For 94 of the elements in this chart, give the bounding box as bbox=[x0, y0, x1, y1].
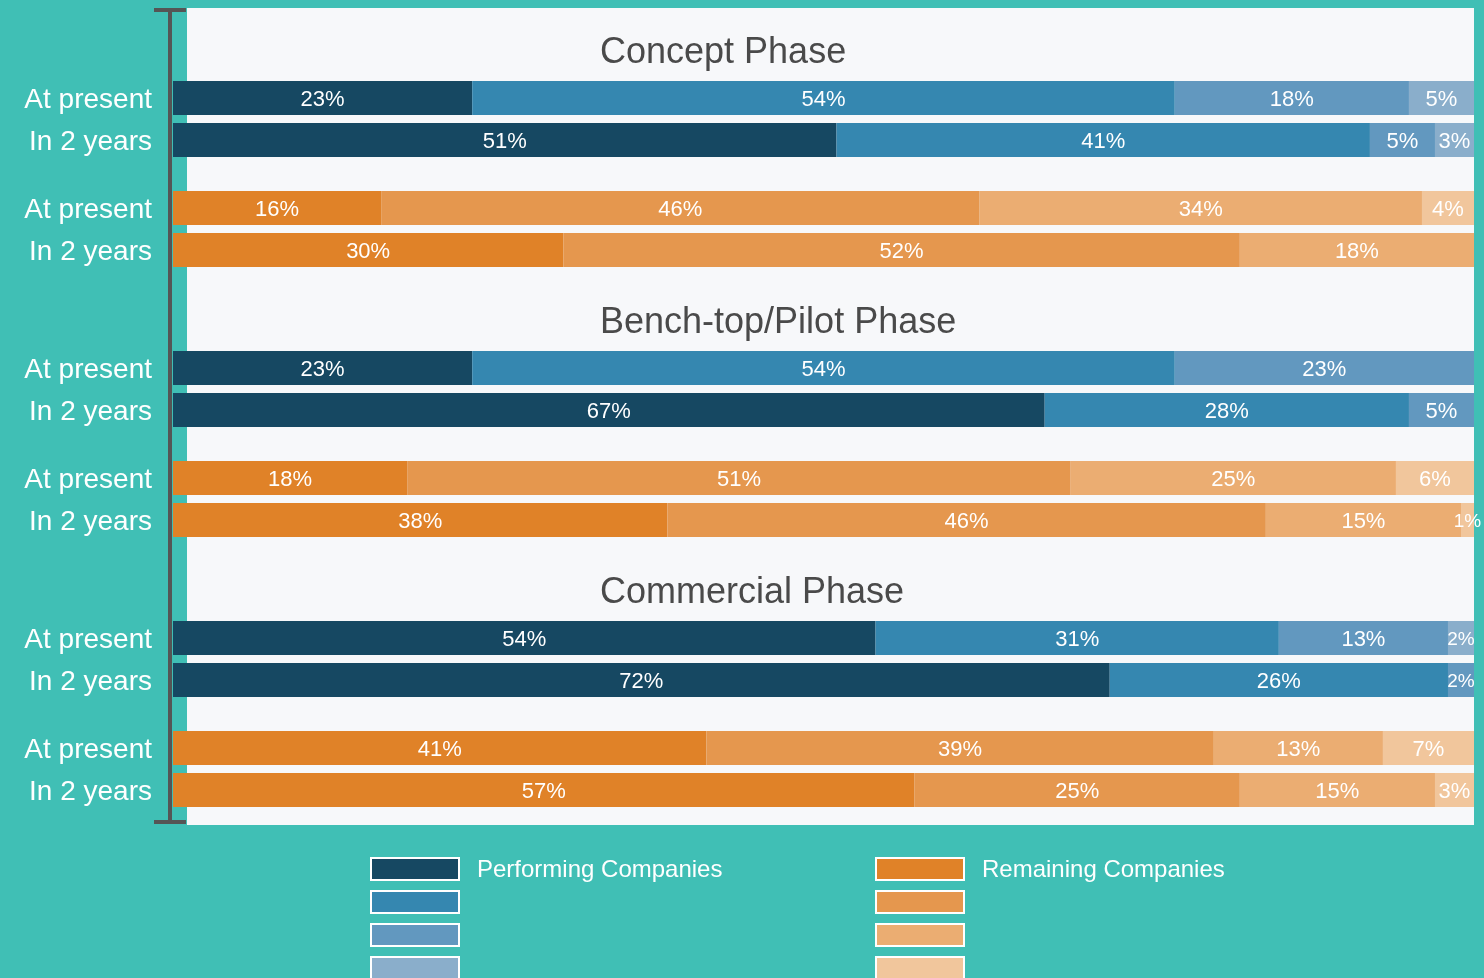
data-label: 39% bbox=[938, 735, 983, 761]
bar bbox=[173, 81, 473, 115]
bar bbox=[173, 731, 707, 765]
chart-title: Commercial Phase bbox=[600, 569, 905, 611]
data-label: 54% bbox=[502, 625, 547, 651]
data-label: 52% bbox=[879, 237, 924, 263]
data-label: 41% bbox=[417, 735, 462, 761]
bar bbox=[1070, 461, 1396, 495]
data-label: 57% bbox=[521, 777, 566, 803]
data-label: 18% bbox=[1334, 237, 1379, 263]
bar bbox=[173, 351, 473, 385]
data-label: 3% bbox=[1438, 777, 1471, 803]
data-label: 31% bbox=[1055, 625, 1100, 651]
legend-label: Performing Companies bbox=[477, 855, 723, 883]
data-label: 18% bbox=[268, 465, 313, 491]
bar bbox=[914, 773, 1240, 807]
data-label: 13% bbox=[1276, 735, 1321, 761]
data-label: 13% bbox=[1341, 625, 1386, 651]
data-label: 15% bbox=[1315, 777, 1360, 803]
bar bbox=[173, 233, 564, 267]
bar bbox=[1174, 351, 1474, 385]
data-label: 5% bbox=[1425, 85, 1458, 111]
bar bbox=[173, 191, 382, 225]
data-label: 25% bbox=[1055, 777, 1100, 803]
data-label: 5% bbox=[1386, 127, 1419, 153]
y-tick-label: At present bbox=[24, 462, 153, 494]
data-label: 72% bbox=[619, 667, 664, 693]
bar bbox=[875, 621, 1279, 655]
y-tick-label: At present bbox=[24, 732, 153, 764]
data-label: 25% bbox=[1211, 465, 1256, 491]
data-label: 2% bbox=[1447, 627, 1475, 649]
bar bbox=[173, 461, 408, 495]
bar bbox=[381, 191, 980, 225]
bar bbox=[1278, 621, 1448, 655]
bar bbox=[407, 461, 1071, 495]
data-label: 2% bbox=[1447, 669, 1475, 691]
y-tick-label: At present bbox=[24, 82, 153, 114]
y-tick-label: In 2 years bbox=[29, 664, 152, 696]
data-label: 28% bbox=[1204, 397, 1249, 423]
data-label: 30% bbox=[346, 237, 391, 263]
bar bbox=[1239, 233, 1474, 267]
data-label: 15% bbox=[1341, 507, 1386, 533]
data-label: 34% bbox=[1178, 195, 1223, 221]
bar bbox=[1044, 393, 1409, 427]
y-tick-label: At present bbox=[24, 352, 153, 384]
bar bbox=[1174, 81, 1409, 115]
chart-title: Bench-top/Pilot Phase bbox=[600, 299, 957, 341]
y-tick-label: In 2 years bbox=[29, 234, 152, 266]
y-tick-label: In 2 years bbox=[29, 394, 152, 426]
data-label: 46% bbox=[944, 507, 989, 533]
data-label: 6% bbox=[1419, 465, 1451, 491]
data-label: 23% bbox=[300, 355, 345, 381]
bar bbox=[1395, 461, 1474, 495]
data-label: 46% bbox=[658, 195, 703, 221]
data-label: 7% bbox=[1412, 735, 1445, 761]
data-label: 4% bbox=[1432, 195, 1464, 221]
bar bbox=[563, 233, 1240, 267]
data-label: 23% bbox=[300, 85, 345, 111]
bar bbox=[1213, 731, 1383, 765]
bar bbox=[1239, 773, 1435, 807]
bar bbox=[173, 123, 837, 157]
bar bbox=[173, 773, 915, 807]
y-tick-label: In 2 years bbox=[29, 774, 152, 806]
bar bbox=[173, 503, 668, 537]
data-label: 38% bbox=[398, 507, 443, 533]
bar bbox=[173, 621, 876, 655]
bar bbox=[472, 351, 1175, 385]
bar bbox=[706, 731, 1214, 765]
data-label: 41% bbox=[1081, 127, 1126, 153]
data-label: 5% bbox=[1425, 397, 1458, 423]
data-label: 54% bbox=[801, 355, 846, 381]
data-label: 26% bbox=[1256, 667, 1301, 693]
bar bbox=[836, 123, 1370, 157]
bar bbox=[667, 503, 1266, 537]
legend-label: Remaining Companies bbox=[982, 855, 1225, 883]
bar bbox=[472, 81, 1175, 115]
data-label: 23% bbox=[1302, 355, 1347, 381]
data-label: 67% bbox=[586, 397, 631, 423]
bar bbox=[1109, 663, 1448, 697]
data-label: 16% bbox=[255, 195, 300, 221]
bar bbox=[1382, 731, 1474, 765]
bar bbox=[979, 191, 1422, 225]
y-tick-label: At present bbox=[24, 622, 153, 654]
bar bbox=[173, 663, 1110, 697]
chart-title: Concept Phase bbox=[600, 29, 847, 71]
data-label: 3% bbox=[1438, 127, 1471, 153]
data-label: 51% bbox=[482, 127, 527, 153]
data-label: 18% bbox=[1269, 85, 1314, 111]
data-label: 51% bbox=[716, 465, 761, 491]
y-tick-label: In 2 years bbox=[29, 124, 152, 156]
y-tick-label: At present bbox=[24, 192, 153, 224]
bar bbox=[173, 393, 1045, 427]
y-tick-label: In 2 years bbox=[29, 504, 152, 536]
data-label: 54% bbox=[801, 85, 846, 111]
